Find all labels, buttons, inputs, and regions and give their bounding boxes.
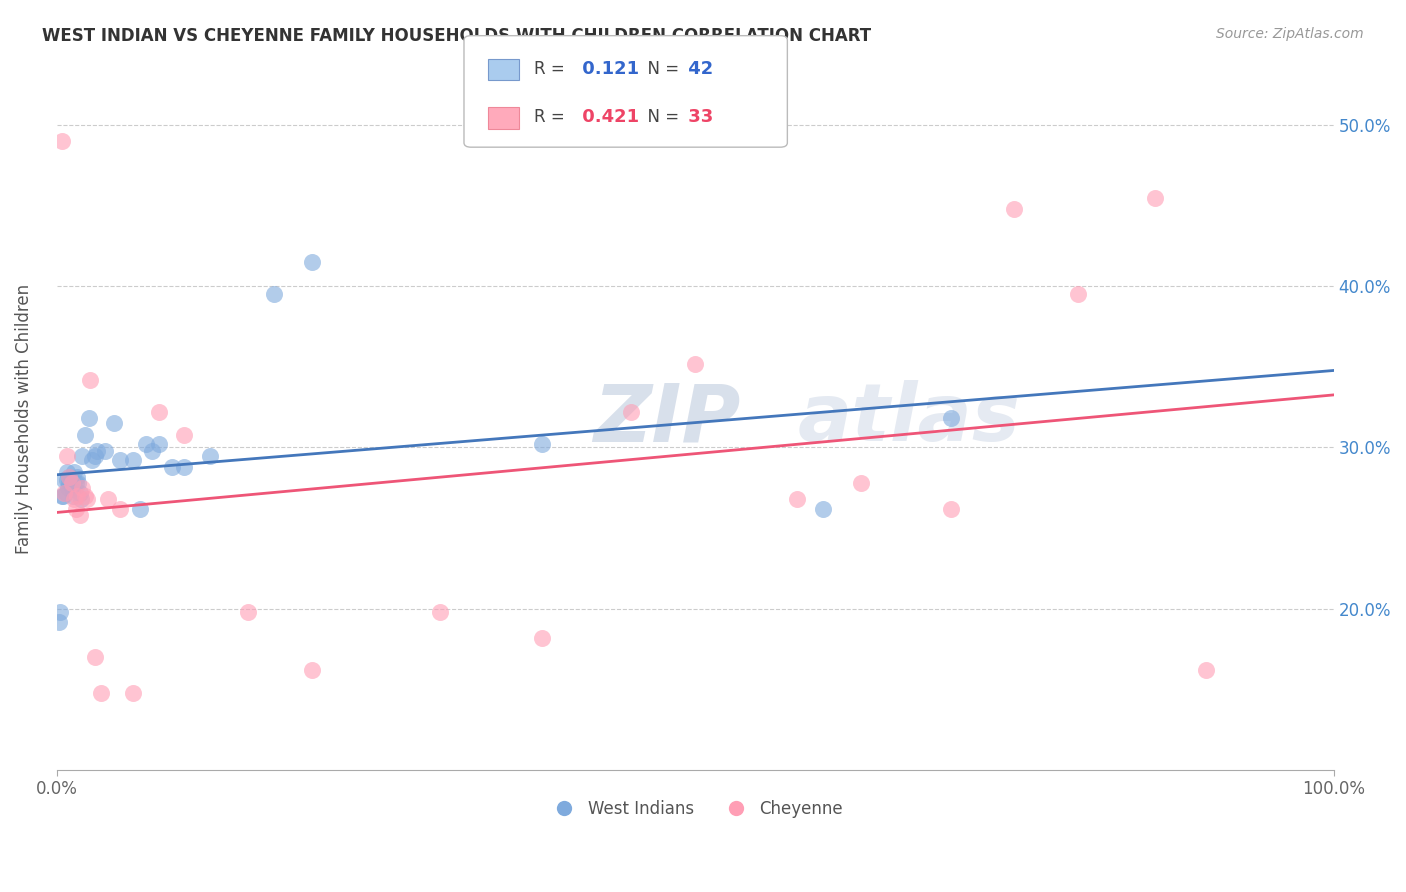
Point xyxy=(69,485,91,500)
Point xyxy=(263,287,285,301)
Point xyxy=(73,489,96,503)
Point xyxy=(53,473,76,487)
Point xyxy=(148,405,170,419)
Point xyxy=(52,489,75,503)
Point xyxy=(63,465,86,479)
Point xyxy=(1195,663,1218,677)
Point xyxy=(60,483,83,497)
Point xyxy=(84,650,107,665)
Point xyxy=(56,449,79,463)
Text: N =: N = xyxy=(637,60,685,78)
Point xyxy=(1002,202,1025,216)
Point xyxy=(84,449,107,463)
Point xyxy=(65,501,87,516)
Point xyxy=(301,255,323,269)
Point xyxy=(55,485,77,500)
Point xyxy=(198,449,221,463)
Point xyxy=(86,443,108,458)
Point xyxy=(56,481,79,495)
Point xyxy=(56,473,79,487)
Point xyxy=(70,481,93,495)
Point xyxy=(65,475,87,490)
Point xyxy=(70,492,93,507)
Point xyxy=(683,357,706,371)
Point xyxy=(76,492,98,507)
Point xyxy=(110,453,132,467)
Point xyxy=(238,605,260,619)
Point xyxy=(94,443,117,458)
Point xyxy=(48,615,70,629)
Point xyxy=(429,605,451,619)
Point xyxy=(530,631,553,645)
Point xyxy=(56,465,79,479)
Point xyxy=(939,411,962,425)
Point xyxy=(63,492,86,507)
Point xyxy=(53,485,76,500)
Point xyxy=(67,475,90,490)
Text: atlas: atlas xyxy=(797,380,1019,458)
Point xyxy=(49,605,72,619)
Legend: West Indians, Cheyenne: West Indians, Cheyenne xyxy=(541,794,849,825)
Point xyxy=(90,685,112,699)
Text: R =: R = xyxy=(534,108,571,126)
Point xyxy=(530,437,553,451)
Text: ZIP: ZIP xyxy=(593,380,741,458)
Point xyxy=(786,492,808,507)
Point xyxy=(148,437,170,451)
Point xyxy=(173,459,195,474)
Point xyxy=(141,443,163,458)
Text: N =: N = xyxy=(637,108,685,126)
Point xyxy=(66,489,89,503)
Point xyxy=(62,489,84,503)
Point xyxy=(73,427,96,442)
Point xyxy=(103,417,125,431)
Text: 0.121: 0.121 xyxy=(576,60,640,78)
Point xyxy=(122,685,145,699)
Point xyxy=(301,663,323,677)
Point xyxy=(160,459,183,474)
Point xyxy=(1067,287,1090,301)
Point xyxy=(51,489,73,503)
Point xyxy=(135,437,157,451)
Point xyxy=(1143,190,1166,204)
Point xyxy=(122,453,145,467)
Text: Source: ZipAtlas.com: Source: ZipAtlas.com xyxy=(1216,27,1364,41)
Point xyxy=(58,469,80,483)
Point xyxy=(173,427,195,442)
Point xyxy=(58,469,80,483)
Point xyxy=(70,449,93,463)
Point xyxy=(128,501,150,516)
Text: 0.421: 0.421 xyxy=(576,108,640,126)
Point xyxy=(58,475,80,490)
Point xyxy=(620,405,643,419)
Point xyxy=(849,475,872,490)
Point xyxy=(79,373,101,387)
Text: 42: 42 xyxy=(682,60,713,78)
Point xyxy=(51,134,73,148)
Point xyxy=(811,501,834,516)
Y-axis label: Family Households with Children: Family Households with Children xyxy=(15,285,32,554)
Point xyxy=(60,475,83,490)
Point xyxy=(59,475,82,490)
Point xyxy=(97,492,120,507)
Point xyxy=(77,411,100,425)
Point xyxy=(110,501,132,516)
Text: R =: R = xyxy=(534,60,571,78)
Text: 33: 33 xyxy=(682,108,713,126)
Text: WEST INDIAN VS CHEYENNE FAMILY HOUSEHOLDS WITH CHILDREN CORRELATION CHART: WEST INDIAN VS CHEYENNE FAMILY HOUSEHOLD… xyxy=(42,27,872,45)
Point xyxy=(82,453,104,467)
Point xyxy=(69,508,91,523)
Point xyxy=(66,469,89,483)
Point xyxy=(939,501,962,516)
